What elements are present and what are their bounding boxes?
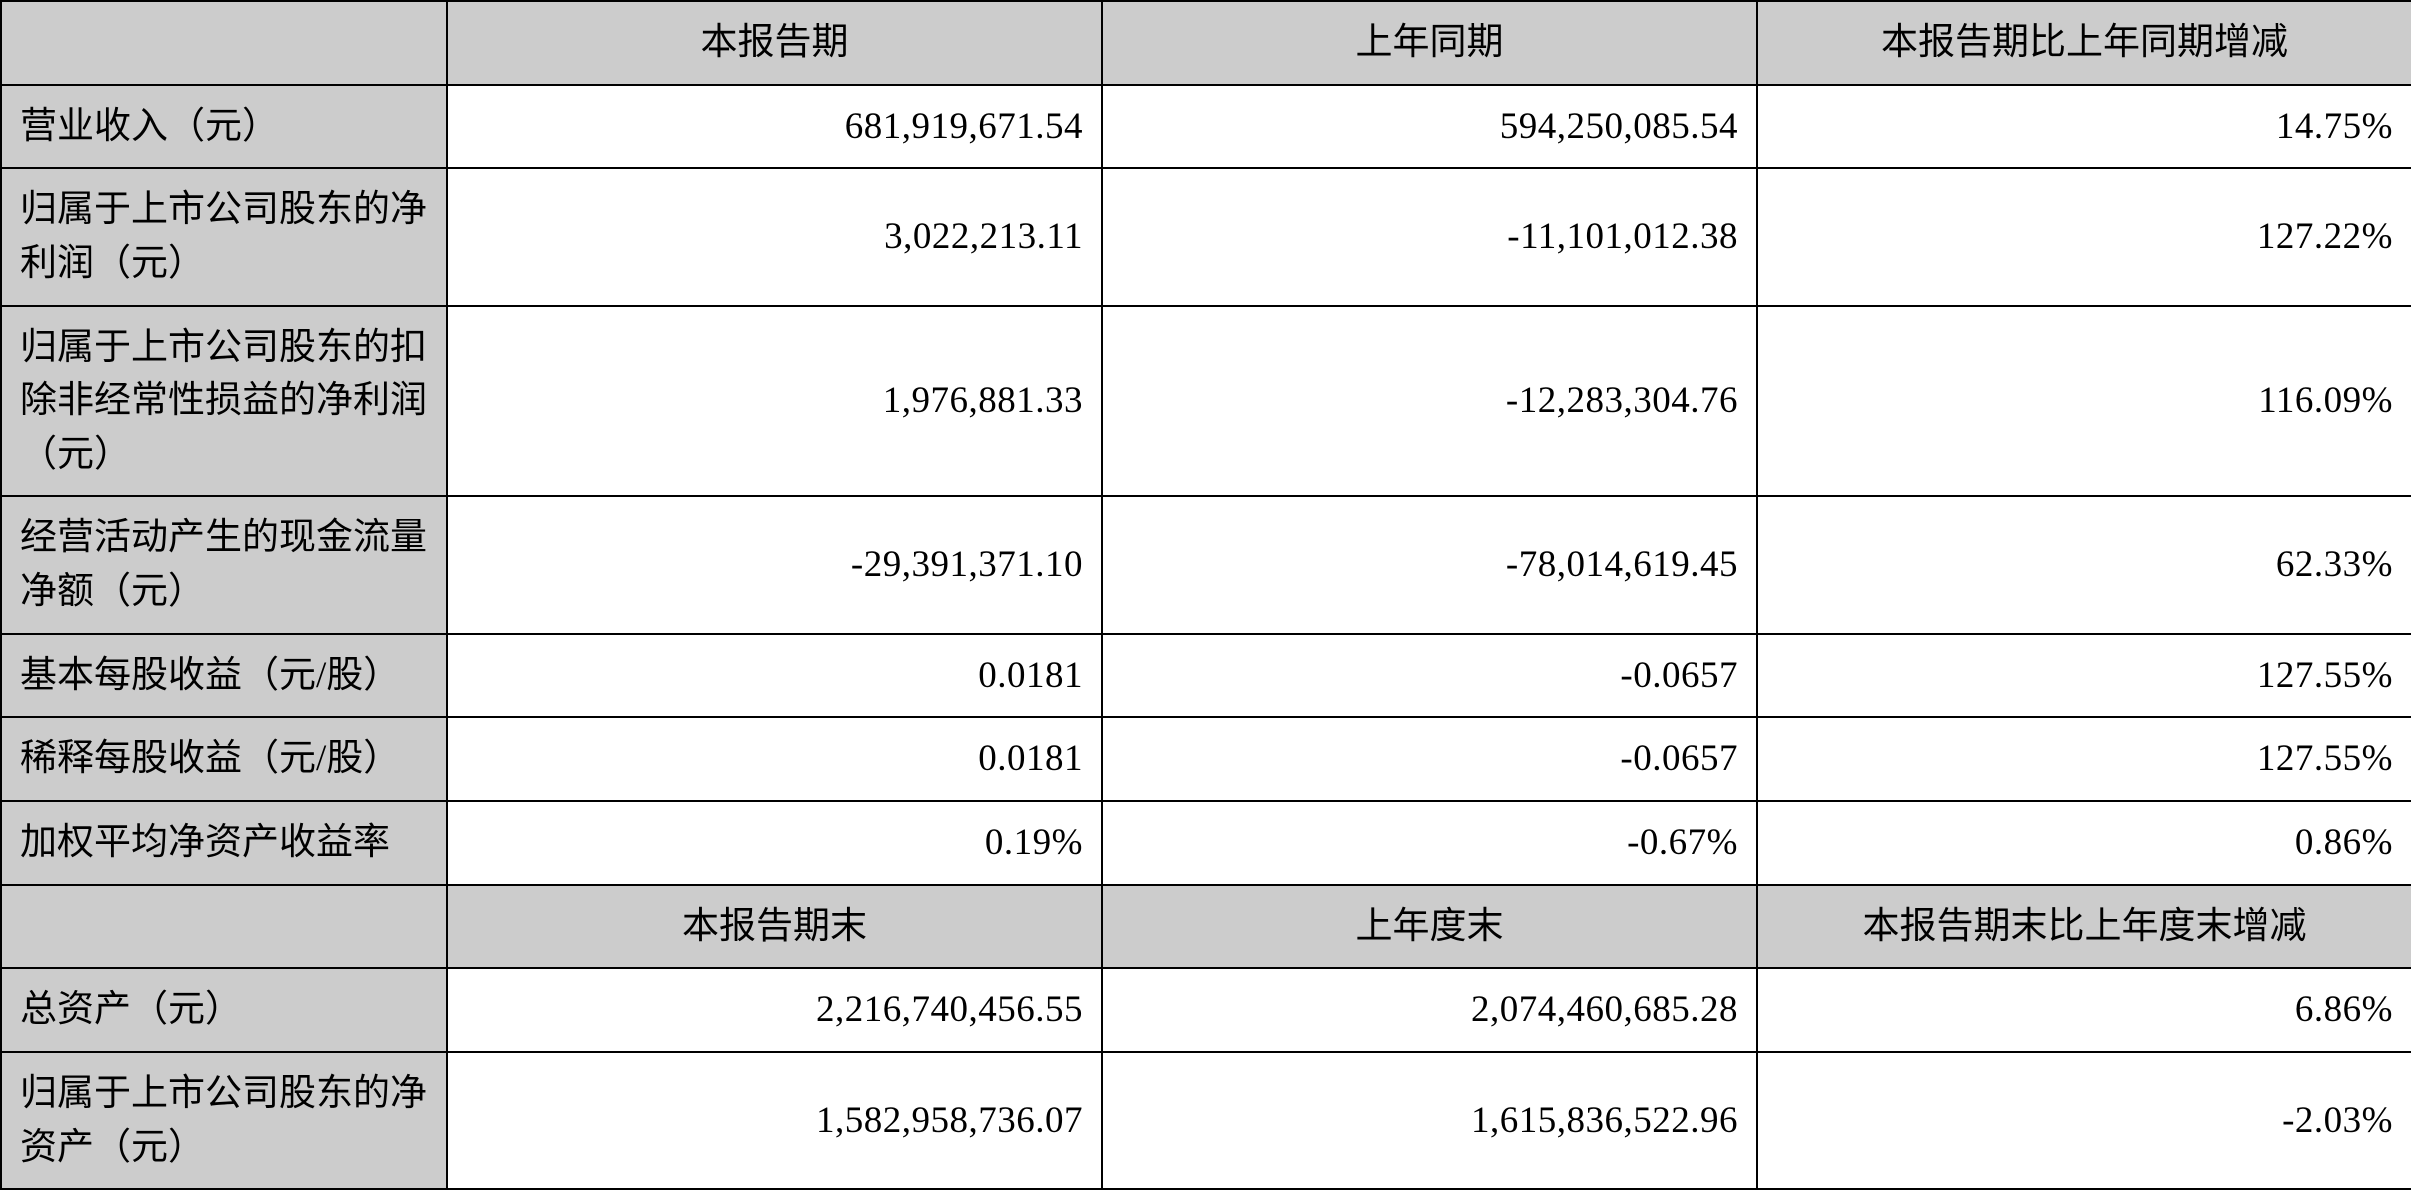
- table-row: 基本每股收益（元/股） 0.0181 -0.0657 127.55%: [1, 634, 2411, 718]
- row-value-current: 0.0181: [447, 717, 1102, 801]
- row-label: 归属于上市公司股东的扣除非经常性损益的净利润（元）: [1, 306, 447, 497]
- table-row: 归属于上市公司股东的净利润（元） 3,022,213.11 -11,101,01…: [1, 168, 2411, 305]
- table-row: 总资产（元） 2,216,740,456.55 2,074,460,685.28…: [1, 968, 2411, 1052]
- row-label: 基本每股收益（元/股）: [1, 634, 447, 718]
- row-value-prior: 2,074,460,685.28: [1102, 968, 1757, 1052]
- table-row: 稀释每股收益（元/股） 0.0181 -0.0657 127.55%: [1, 717, 2411, 801]
- header-prior-period: 上年同期: [1102, 1, 1757, 85]
- header-current-period: 本报告期: [447, 1, 1102, 85]
- row-value-change: 0.86%: [1757, 801, 2411, 885]
- row-value-prior: -78,014,619.45: [1102, 496, 1757, 633]
- row-value-prior: 594,250,085.54: [1102, 85, 1757, 169]
- row-value-change: 62.33%: [1757, 496, 2411, 633]
- header-change: 本报告期比上年同期增减: [1757, 1, 2411, 85]
- row-value-prior: -12,283,304.76: [1102, 306, 1757, 497]
- row-value-change: -2.03%: [1757, 1052, 2411, 1189]
- row-value-current: 3,022,213.11: [447, 168, 1102, 305]
- row-value-change: 6.86%: [1757, 968, 2411, 1052]
- financial-summary-table: 本报告期 上年同期 本报告期比上年同期增减 营业收入（元） 681,919,67…: [0, 0, 2411, 1190]
- header-prior-year-end: 上年度末: [1102, 885, 1757, 969]
- row-value-prior: -0.67%: [1102, 801, 1757, 885]
- row-value-change: 127.22%: [1757, 168, 2411, 305]
- header-period-end: 本报告期末: [447, 885, 1102, 969]
- row-value-current: -29,391,371.10: [447, 496, 1102, 633]
- row-value-prior: -0.0657: [1102, 717, 1757, 801]
- row-value-current: 2,216,740,456.55: [447, 968, 1102, 1052]
- row-value-change: 127.55%: [1757, 634, 2411, 718]
- row-value-change: 127.55%: [1757, 717, 2411, 801]
- table-row: 归属于上市公司股东的净资产（元） 1,582,958,736.07 1,615,…: [1, 1052, 2411, 1189]
- row-value-change: 14.75%: [1757, 85, 2411, 169]
- table-row: 经营活动产生的现金流量净额（元） -29,391,371.10 -78,014,…: [1, 496, 2411, 633]
- row-value-prior: 1,615,836,522.96: [1102, 1052, 1757, 1189]
- row-label: 营业收入（元）: [1, 85, 447, 169]
- header-blank-2: [1, 885, 447, 969]
- header-change-end: 本报告期末比上年度末增减: [1757, 885, 2411, 969]
- table-header-row-1: 本报告期 上年同期 本报告期比上年同期增减: [1, 1, 2411, 85]
- table-header-row-2: 本报告期末 上年度末 本报告期末比上年度末增减: [1, 885, 2411, 969]
- row-value-prior: -11,101,012.38: [1102, 168, 1757, 305]
- row-value-change: 116.09%: [1757, 306, 2411, 497]
- row-value-current: 0.0181: [447, 634, 1102, 718]
- table-row: 加权平均净资产收益率 0.19% -0.67% 0.86%: [1, 801, 2411, 885]
- row-value-current: 681,919,671.54: [447, 85, 1102, 169]
- row-value-prior: -0.0657: [1102, 634, 1757, 718]
- row-label: 总资产（元）: [1, 968, 447, 1052]
- row-label: 归属于上市公司股东的净利润（元）: [1, 168, 447, 305]
- row-label: 经营活动产生的现金流量净额（元）: [1, 496, 447, 633]
- row-label: 加权平均净资产收益率: [1, 801, 447, 885]
- row-value-current: 0.19%: [447, 801, 1102, 885]
- table-row: 归属于上市公司股东的扣除非经常性损益的净利润（元） 1,976,881.33 -…: [1, 306, 2411, 497]
- header-blank-1: [1, 1, 447, 85]
- table-row: 营业收入（元） 681,919,671.54 594,250,085.54 14…: [1, 85, 2411, 169]
- row-value-current: 1,976,881.33: [447, 306, 1102, 497]
- row-label: 稀释每股收益（元/股）: [1, 717, 447, 801]
- row-label: 归属于上市公司股东的净资产（元）: [1, 1052, 447, 1189]
- row-value-current: 1,582,958,736.07: [447, 1052, 1102, 1189]
